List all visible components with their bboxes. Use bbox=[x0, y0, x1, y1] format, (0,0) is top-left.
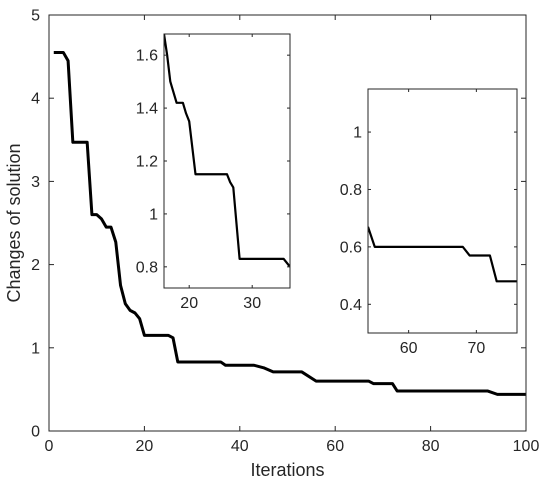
y-tick-label: 1.2 bbox=[136, 154, 158, 171]
x-tick-label: 100 bbox=[513, 438, 540, 455]
x-tick-label: 30 bbox=[243, 295, 261, 312]
y-tick-label: 0.8 bbox=[340, 182, 362, 199]
y-axis-label: Changes of solution bbox=[4, 143, 24, 302]
x-tick-label: 20 bbox=[180, 295, 198, 312]
series-line-0 bbox=[164, 34, 290, 268]
plot-area bbox=[164, 34, 290, 288]
y-tick-label: 1 bbox=[149, 206, 158, 223]
x-tick-label: 0 bbox=[45, 438, 54, 455]
x-tick-label: 40 bbox=[231, 438, 249, 455]
y-tick-label: 3 bbox=[31, 174, 40, 191]
y-tick-label: 1.4 bbox=[136, 101, 158, 118]
y-tick-label: 0.6 bbox=[340, 239, 362, 256]
y-tick-label: 1 bbox=[353, 125, 362, 142]
plot-area bbox=[368, 89, 517, 333]
y-tick-label: 1.6 bbox=[136, 48, 158, 65]
axes-box bbox=[48, 14, 527, 432]
x-tick-label: 60 bbox=[326, 438, 344, 455]
y-tick-label: 0 bbox=[31, 424, 40, 441]
y-tick-label: 5 bbox=[31, 8, 40, 25]
x-tick-label: 20 bbox=[136, 438, 154, 455]
series-line-0 bbox=[53, 50, 526, 396]
x-axis-label: Iterations bbox=[250, 460, 324, 480]
series-line-0 bbox=[368, 226, 517, 283]
inset-plot-1: 20 30 0.8 1 1.2 1.4 1.6 bbox=[136, 33, 291, 312]
x-tick-label: 70 bbox=[467, 340, 485, 357]
y-tick-label: 2 bbox=[31, 257, 40, 274]
y-tick-label: 1 bbox=[31, 340, 40, 357]
x-tick-label: 60 bbox=[400, 340, 418, 357]
y-tick-label: 0.4 bbox=[340, 297, 362, 314]
inset-plot-2: 60 70 0.4 0.6 0.8 1 bbox=[340, 88, 518, 357]
y-tick-label: 4 bbox=[31, 91, 40, 108]
y-tick-label: 0.8 bbox=[136, 259, 158, 276]
axes-box bbox=[367, 88, 518, 334]
x-tick-label: 80 bbox=[422, 438, 440, 455]
